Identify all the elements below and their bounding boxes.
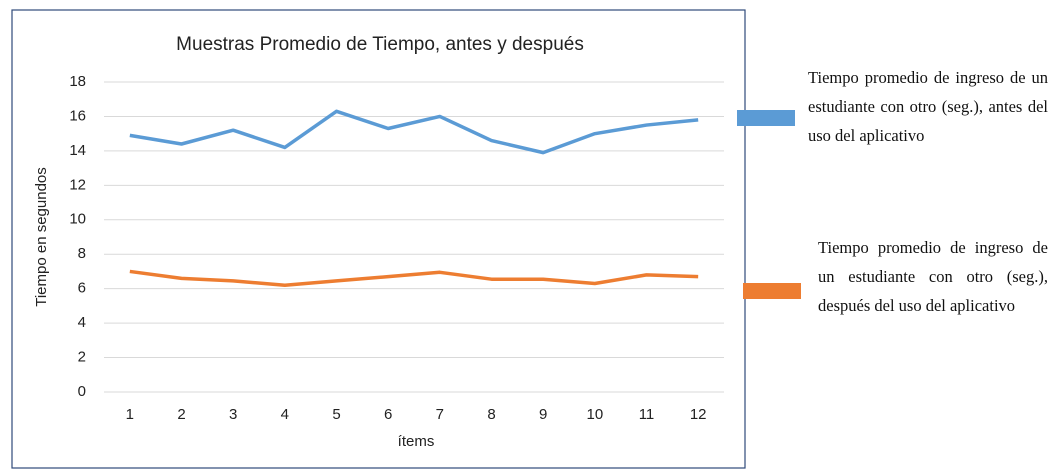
x-tick-label: 6 xyxy=(384,406,392,423)
x-tick-label: 9 xyxy=(539,406,547,423)
y-tick-label: 4 xyxy=(78,314,86,331)
legend-label: Tiempo promedio de ingreso de un estudia… xyxy=(818,238,1048,315)
chart-title: Muestras Promedio de Tiempo, antes y des… xyxy=(176,34,584,55)
y-tick-label: 12 xyxy=(69,176,86,193)
y-axis-label: Tiempo en segundos xyxy=(33,167,50,307)
x-axis-label: ítems xyxy=(398,433,435,450)
legend-swatch xyxy=(737,110,795,126)
x-tick-label: 1 xyxy=(126,406,134,423)
x-tick-label: 11 xyxy=(639,406,655,423)
x-tick-label: 4 xyxy=(281,406,289,423)
legend-swatch xyxy=(743,283,801,299)
y-tick-label: 10 xyxy=(69,211,86,228)
x-tick-label: 2 xyxy=(177,406,185,423)
y-tick-label: 8 xyxy=(78,245,86,262)
x-tick-label: 10 xyxy=(586,406,603,423)
line-series xyxy=(129,269,699,287)
chart-frame xyxy=(11,9,746,469)
y-tick-label: 16 xyxy=(69,107,86,124)
line-series xyxy=(129,109,699,155)
x-tick-label: 5 xyxy=(332,406,340,423)
y-tick-label: 6 xyxy=(78,280,86,297)
y-tick-label: 0 xyxy=(78,383,86,400)
x-tick-label: 7 xyxy=(436,406,444,423)
x-tick-label: 12 xyxy=(690,406,707,423)
y-tick-label: 14 xyxy=(69,142,86,159)
y-tick-label: 2 xyxy=(78,349,86,366)
legend-label: Tiempo promedio de ingreso de un estudia… xyxy=(808,68,1048,145)
x-tick-label: 8 xyxy=(487,406,495,423)
x-tick-label: 3 xyxy=(229,406,237,423)
y-tick-label: 18 xyxy=(69,73,86,90)
